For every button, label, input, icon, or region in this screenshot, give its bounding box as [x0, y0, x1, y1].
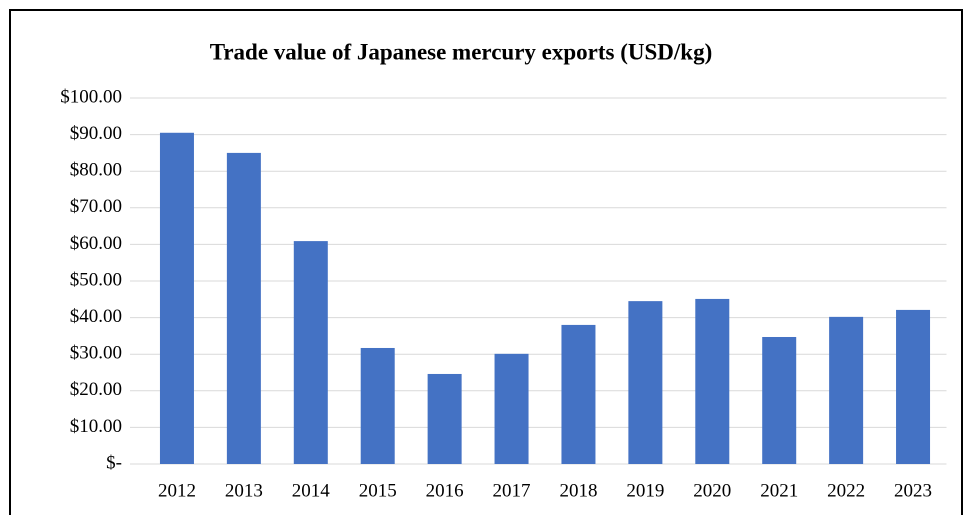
bar	[896, 309, 931, 464]
y-tick-label: $50.00	[70, 269, 122, 290]
x-tick-label: 2023	[894, 480, 932, 501]
bar	[829, 316, 864, 464]
x-tick-label: 2015	[359, 480, 397, 501]
y-tick-label: $100.00	[60, 86, 122, 107]
y-tick-label: $-	[106, 452, 122, 473]
x-tick-label: 2022	[827, 480, 865, 501]
y-tick-label: $60.00	[70, 233, 122, 254]
bar	[762, 336, 797, 464]
chart-title: Trade value of Japanese mercury exports …	[210, 39, 713, 64]
y-tick-label: $80.00	[70, 160, 122, 181]
bar	[628, 301, 663, 464]
x-tick-label: 2020	[693, 480, 731, 501]
y-tick-label: $20.00	[70, 379, 122, 400]
bar	[226, 152, 261, 464]
x-tick-label: 2018	[559, 480, 597, 501]
x-tick-label: 2014	[292, 480, 331, 501]
y-tick-label: $10.00	[70, 416, 122, 437]
x-tick-label: 2013	[225, 480, 263, 501]
y-tick-label: $40.00	[70, 306, 122, 327]
x-tick-label: 2016	[426, 480, 464, 501]
bar	[293, 241, 328, 464]
bar	[494, 353, 529, 464]
bar	[427, 373, 462, 464]
x-tick-label: 2021	[760, 480, 798, 501]
x-tick-label: 2012	[158, 480, 196, 501]
bar	[360, 347, 395, 464]
bar	[159, 132, 194, 464]
x-tick-label: 2017	[493, 480, 531, 501]
y-tick-label: $90.00	[70, 123, 122, 144]
bar	[695, 298, 730, 464]
y-tick-label: $70.00	[70, 196, 122, 217]
chart-frame	[9, 9, 963, 515]
x-tick-label: 2019	[626, 480, 664, 501]
y-tick-label: $30.00	[70, 343, 122, 364]
bar	[561, 324, 596, 464]
